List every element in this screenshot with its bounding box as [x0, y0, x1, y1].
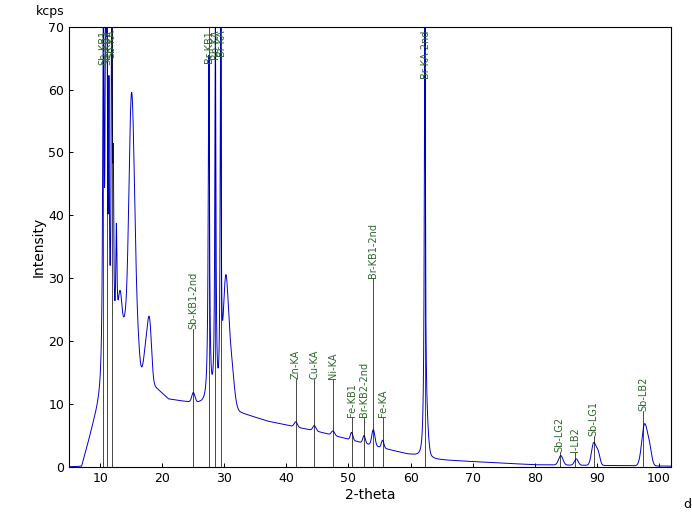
- Y-axis label: Intensity: Intensity: [32, 217, 46, 277]
- Text: kcps: kcps: [36, 5, 65, 18]
- Text: Sb-KB1-2nd: Sb-KB1-2nd: [188, 271, 199, 329]
- Text: Cu-KA: Cu-KA: [309, 350, 320, 379]
- Text: Sb-KB1: Sb-KB1: [98, 30, 109, 65]
- Text: deg: deg: [683, 498, 692, 511]
- X-axis label: 2-theta: 2-theta: [345, 488, 395, 502]
- Text: Br-KA-2nd: Br-KA-2nd: [420, 30, 430, 78]
- Text: Sb-LG2: Sb-LG2: [554, 416, 565, 451]
- Text: Sb-KB2: Sb-KB2: [102, 30, 112, 65]
- Text: Zn-KA: Zn-KA: [291, 350, 301, 379]
- Text: Br-KA: Br-KA: [216, 30, 226, 56]
- Text: Sb-LG1: Sb-LG1: [589, 401, 599, 436]
- Text: Br-KB2-2nd: Br-KB2-2nd: [359, 362, 369, 417]
- Text: Fe-KA: Fe-KA: [378, 389, 388, 417]
- Text: Br-KB1: Br-KB1: [204, 30, 214, 63]
- Text: Sb-LB2: Sb-LB2: [638, 376, 648, 410]
- Text: I-LB2: I-LB2: [570, 427, 580, 451]
- Text: Sb-KA: Sb-KA: [107, 30, 117, 58]
- Text: Fe-KB1: Fe-KB1: [347, 383, 356, 417]
- Text: Ni-KA: Ni-KA: [328, 353, 338, 379]
- Text: Rb-KA: Rb-KA: [210, 30, 220, 59]
- Text: Br-KB1-2nd: Br-KB1-2nd: [368, 224, 379, 278]
